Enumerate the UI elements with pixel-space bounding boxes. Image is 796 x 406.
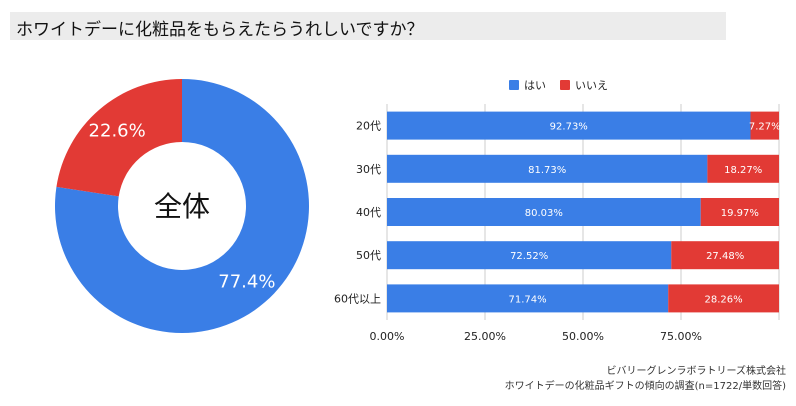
bar-value-label: 80.03% bbox=[525, 208, 563, 219]
bar-value-label: 81.73% bbox=[528, 165, 566, 176]
category-label: 20代 bbox=[356, 120, 381, 133]
bar-yes bbox=[387, 241, 672, 270]
bar-no bbox=[671, 241, 779, 270]
bar-no bbox=[668, 284, 779, 313]
bar-value-label: 71.74% bbox=[509, 294, 547, 305]
source-survey: ホワイトデーの化粧品ギフトの傾向の調査(n=1722/単数回答) bbox=[504, 381, 786, 392]
donut-slice-yes bbox=[55, 79, 310, 333]
title-bar: ホワイトデーに化粧品をもらえたらうれしいですか？ bbox=[10, 12, 726, 40]
source-company: ビバリーグレンラボラトリーズ株式会社 bbox=[606, 366, 787, 377]
legend-label: はい bbox=[524, 79, 546, 92]
bar-value-label: 19.97% bbox=[721, 208, 759, 219]
bar-value-label: 28.26% bbox=[705, 294, 743, 305]
legend-label: いいえ bbox=[575, 79, 608, 92]
legend-swatch-yes bbox=[509, 80, 519, 90]
bar-no bbox=[750, 111, 779, 140]
bar-no bbox=[700, 198, 779, 226]
donut-chart: 77.4% 22.6% 全体 bbox=[55, 79, 310, 333]
x-tick-label: 50.00% bbox=[562, 330, 604, 343]
bar-value-label: 7.27% bbox=[749, 122, 781, 133]
bar-value-label: 27.48% bbox=[706, 251, 744, 262]
bar-value-label: 72.52% bbox=[510, 251, 548, 262]
category-label: 60代以上 bbox=[334, 292, 381, 305]
bar-yes bbox=[387, 284, 669, 313]
donut-slice-label: 77.4% bbox=[218, 271, 275, 292]
donut-slice-no bbox=[56, 79, 183, 197]
category-label: 30代 bbox=[356, 163, 381, 176]
x-tick-label: 0.00% bbox=[370, 330, 405, 343]
donut-slice-label: 22.6% bbox=[89, 121, 146, 142]
category-label: 40代 bbox=[356, 206, 381, 219]
bar-value-label: 18.27% bbox=[724, 165, 762, 176]
legend-swatch-no bbox=[560, 80, 570, 90]
category-label: 50代 bbox=[356, 249, 381, 262]
bar-value-label: 92.73% bbox=[550, 122, 588, 133]
chart-title: ホワイトデーに化粧品をもらえたらうれしいですか？ bbox=[16, 20, 424, 40]
bar-yes bbox=[387, 154, 708, 183]
donut-center-label: 全体 bbox=[154, 190, 210, 223]
bar-yes bbox=[387, 198, 701, 226]
x-tick-label: 75.00% bbox=[660, 330, 702, 343]
bar-no bbox=[707, 154, 779, 183]
bar-yes bbox=[387, 111, 751, 140]
x-tick-label: 25.00% bbox=[464, 330, 506, 343]
